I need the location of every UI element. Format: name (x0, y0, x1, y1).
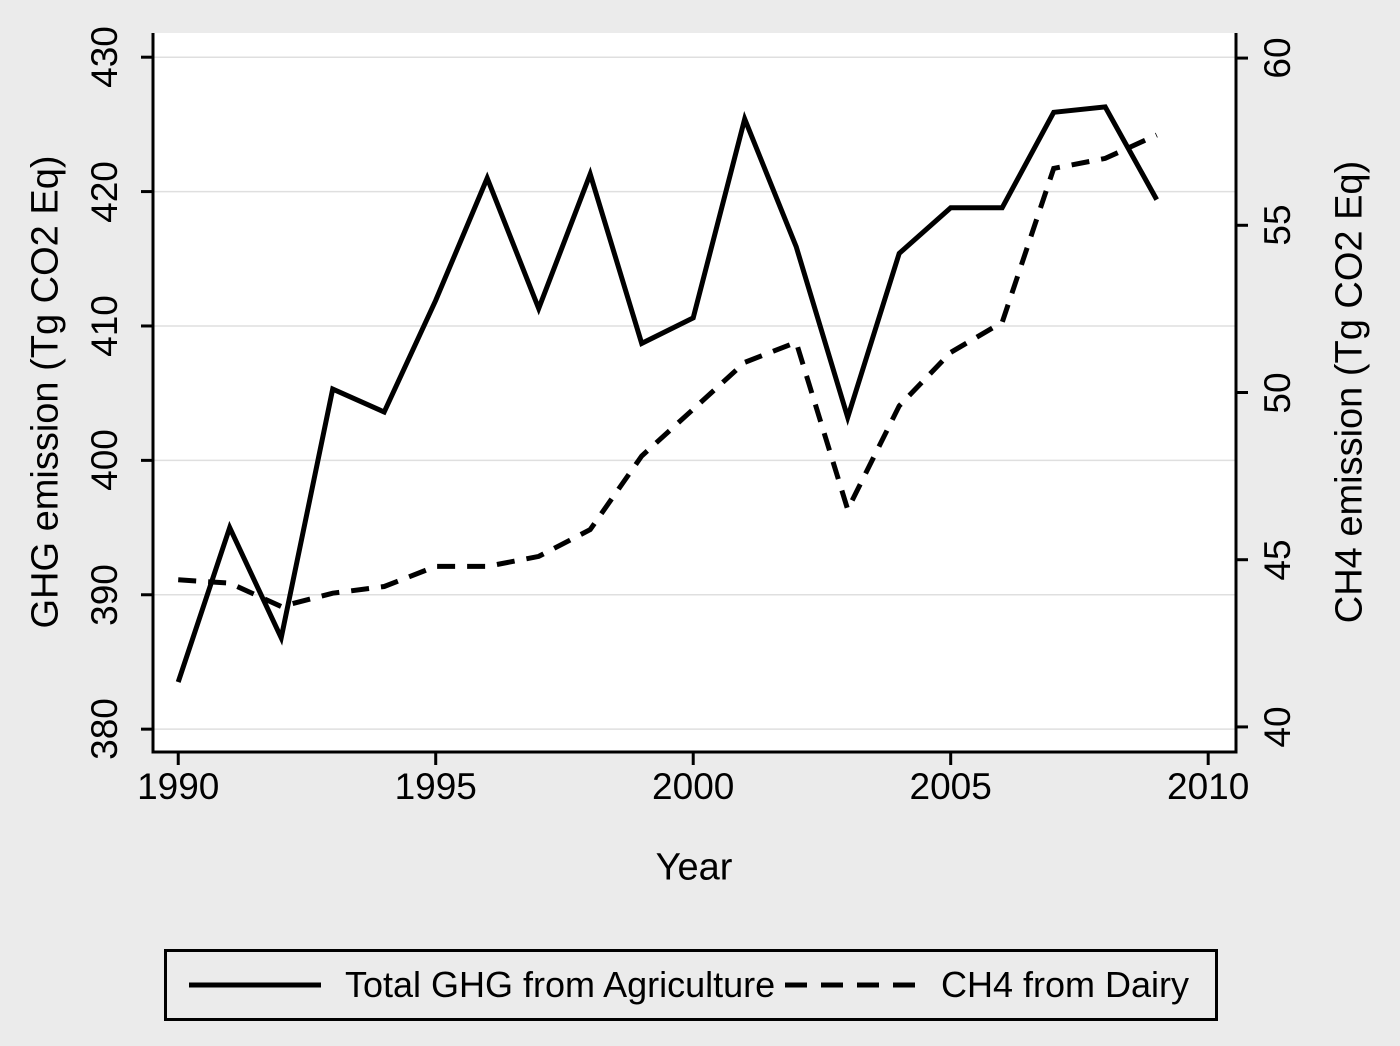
left-axis-title: GHG emission (Tg CO2 Eq) (24, 155, 67, 629)
series-line-solid (175, 104, 1159, 683)
left-axis-tick-label: 380 (84, 698, 125, 761)
right-axis-tick-label: 40 (1257, 706, 1298, 748)
x-axis-tick-label: 1990 (137, 766, 220, 807)
left-axis-tick-label: 410 (84, 295, 125, 357)
dashed-line-sample-icon (784, 982, 917, 988)
legend-label-ch4-dairy: CH4 from Dairy (940, 964, 1189, 1005)
plot-area (153, 33, 1236, 752)
right-axis-tick-label: 60 (1257, 37, 1298, 79)
right-axis-tick-label: 50 (1257, 371, 1298, 414)
right-axis-tick-label: 45 (1257, 539, 1298, 581)
legend-label-total-ghg: Total GHG from Agriculture (345, 964, 776, 1005)
x-axis-tick-label: 2010 (1167, 766, 1250, 807)
left-axis-tick-label: 400 (84, 429, 125, 492)
legend-entry-total-ghg: Total GHG from Agriculture (189, 964, 775, 1006)
solid-line-sample-icon (189, 982, 321, 988)
x-axis-tick-label: 2000 (652, 766, 735, 807)
series-line-dashed (178, 132, 1158, 610)
legend: Total GHG from Agriculture CH4 from Dair… (164, 949, 1218, 1021)
x-axis-tick-label: 1995 (394, 766, 477, 807)
left-axis-tick-label: 390 (84, 563, 125, 626)
x-axis-title: Year (655, 846, 733, 889)
right-axis-title: CH4 emission (Tg CO2 Eq) (1328, 160, 1371, 624)
right-axis-tick-label: 55 (1257, 204, 1298, 246)
legend-entry-ch4-dairy: CH4 from Dairy (784, 964, 1189, 1006)
left-axis-tick-label: 420 (84, 160, 125, 223)
left-axis-tick-label: 430 (84, 26, 125, 89)
x-axis-tick-label: 2005 (909, 766, 992, 807)
